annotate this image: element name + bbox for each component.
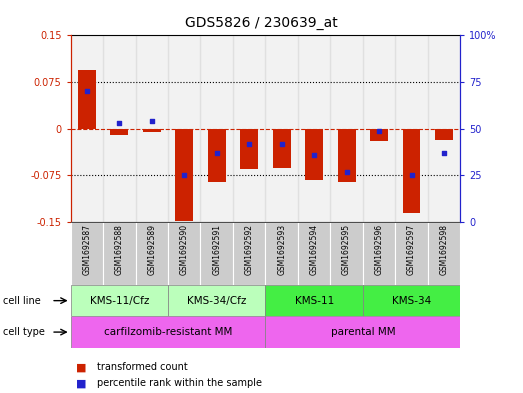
Bar — [71, 35, 103, 222]
Bar — [135, 222, 168, 285]
Bar — [435, 129, 453, 140]
Point — [83, 88, 91, 94]
Bar — [331, 222, 363, 285]
Text: GSM1692598: GSM1692598 — [439, 224, 449, 275]
Point — [310, 152, 319, 158]
Text: parental MM: parental MM — [331, 327, 395, 337]
Bar — [395, 35, 428, 222]
Bar — [266, 316, 460, 348]
Bar — [240, 129, 258, 169]
Text: KMS-34/Cfz: KMS-34/Cfz — [187, 296, 246, 306]
Point — [375, 127, 383, 134]
Point — [278, 140, 286, 147]
Bar — [71, 316, 266, 348]
Bar — [71, 285, 168, 316]
Bar — [71, 222, 103, 285]
Bar — [403, 129, 420, 213]
Bar — [370, 129, 388, 141]
Bar — [103, 35, 135, 222]
Bar — [200, 222, 233, 285]
Text: GSM1692594: GSM1692594 — [310, 224, 319, 275]
Text: GSM1692590: GSM1692590 — [180, 224, 189, 275]
Bar — [175, 129, 193, 221]
Text: KMS-11: KMS-11 — [294, 296, 334, 306]
Bar — [428, 35, 460, 222]
Bar — [363, 222, 395, 285]
Text: GSM1692591: GSM1692591 — [212, 224, 221, 275]
Bar — [143, 129, 161, 132]
Bar — [168, 222, 200, 285]
Text: GSM1692592: GSM1692592 — [245, 224, 254, 275]
Point — [407, 172, 416, 178]
Point — [147, 118, 156, 124]
Text: carfilzomib-resistant MM: carfilzomib-resistant MM — [104, 327, 232, 337]
Bar — [168, 35, 200, 222]
Bar — [233, 222, 266, 285]
Text: cell type: cell type — [3, 327, 44, 337]
Bar — [200, 35, 233, 222]
Text: cell line: cell line — [3, 296, 40, 306]
Text: ■: ■ — [76, 362, 86, 373]
Bar — [338, 129, 356, 182]
Text: KMS-34: KMS-34 — [392, 296, 431, 306]
Bar — [305, 129, 323, 180]
Text: transformed count: transformed count — [97, 362, 188, 373]
Bar — [168, 285, 266, 316]
Bar — [208, 129, 225, 182]
Text: percentile rank within the sample: percentile rank within the sample — [97, 378, 262, 388]
Text: GDS5826 / 230639_at: GDS5826 / 230639_at — [185, 16, 338, 30]
Point — [115, 120, 123, 126]
Point — [212, 150, 221, 156]
Bar — [78, 70, 96, 129]
Bar — [298, 222, 331, 285]
Text: KMS-11/Cfz: KMS-11/Cfz — [89, 296, 149, 306]
Text: GSM1692597: GSM1692597 — [407, 224, 416, 275]
Bar — [103, 222, 135, 285]
Text: GSM1692587: GSM1692587 — [82, 224, 92, 275]
Text: ■: ■ — [76, 378, 86, 388]
Text: GSM1692589: GSM1692589 — [147, 224, 156, 275]
Bar — [363, 285, 460, 316]
Text: GSM1692595: GSM1692595 — [342, 224, 351, 275]
Bar — [266, 285, 363, 316]
Bar — [428, 222, 460, 285]
Bar — [266, 35, 298, 222]
Point — [343, 169, 351, 175]
Bar — [110, 129, 128, 135]
Point — [440, 150, 448, 156]
Text: GSM1692588: GSM1692588 — [115, 224, 124, 275]
Text: GSM1692593: GSM1692593 — [277, 224, 286, 275]
Bar — [395, 222, 428, 285]
Bar — [266, 222, 298, 285]
Point — [245, 140, 253, 147]
Point — [180, 172, 188, 178]
Text: GSM1692596: GSM1692596 — [374, 224, 383, 275]
Bar — [233, 35, 266, 222]
Bar — [272, 129, 291, 168]
Bar — [135, 35, 168, 222]
Bar — [363, 35, 395, 222]
Bar — [331, 35, 363, 222]
Bar — [298, 35, 331, 222]
